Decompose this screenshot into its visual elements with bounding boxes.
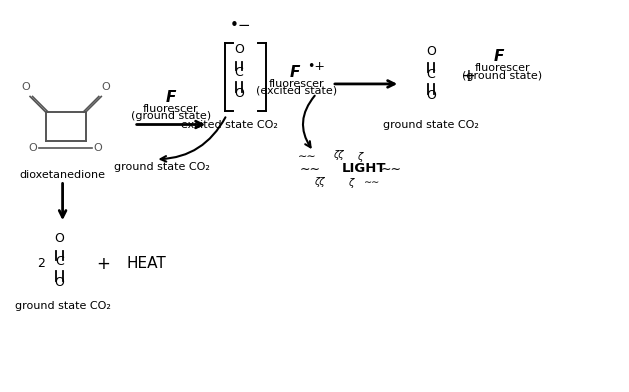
Text: ζ: ζ <box>348 178 353 188</box>
Text: ζζ: ζζ <box>314 178 325 187</box>
Text: O: O <box>101 82 110 92</box>
Text: (ground state): (ground state) <box>462 71 542 81</box>
Text: ∼∼: ∼∼ <box>364 178 381 187</box>
Text: •−: •− <box>230 18 252 33</box>
Text: fluorescer: fluorescer <box>474 64 530 73</box>
Text: ground state CO₂: ground state CO₂ <box>114 162 209 172</box>
Text: O: O <box>234 87 244 100</box>
Text: •+: •+ <box>307 60 325 73</box>
Text: O: O <box>21 82 30 92</box>
Text: fluorescer: fluorescer <box>269 79 325 89</box>
Text: ∼∼: ∼∼ <box>298 152 316 162</box>
Text: fluorescer: fluorescer <box>143 104 199 114</box>
Text: F: F <box>290 65 300 80</box>
Text: F: F <box>494 49 504 64</box>
Text: (excited state): (excited state) <box>256 86 337 96</box>
Text: ∼∼: ∼∼ <box>300 162 321 176</box>
Text: O: O <box>55 276 64 289</box>
Text: C: C <box>426 68 435 81</box>
Text: 2: 2 <box>37 257 45 270</box>
Text: excited state CO₂: excited state CO₂ <box>181 120 278 129</box>
Text: +: + <box>461 67 476 85</box>
Text: C: C <box>55 255 64 268</box>
Text: ζζ: ζζ <box>333 151 343 160</box>
Text: LIGHT: LIGHT <box>342 162 386 176</box>
Text: +: + <box>96 255 110 272</box>
Text: O: O <box>29 143 38 153</box>
Text: (ground state): (ground state) <box>131 111 211 122</box>
Text: C: C <box>235 66 243 79</box>
Text: ∼∼: ∼∼ <box>381 162 401 176</box>
Text: O: O <box>94 143 103 153</box>
Text: O: O <box>55 232 64 245</box>
Text: ground state CO₂: ground state CO₂ <box>14 301 111 311</box>
Text: O: O <box>426 45 436 58</box>
Text: HEAT: HEAT <box>126 256 166 271</box>
Text: dioxetanedione: dioxetanedione <box>19 170 106 180</box>
Text: O: O <box>234 43 244 56</box>
Text: ζ: ζ <box>357 152 362 162</box>
Text: F: F <box>166 90 176 105</box>
Text: ground state CO₂: ground state CO₂ <box>383 120 479 129</box>
Text: O: O <box>426 89 436 102</box>
